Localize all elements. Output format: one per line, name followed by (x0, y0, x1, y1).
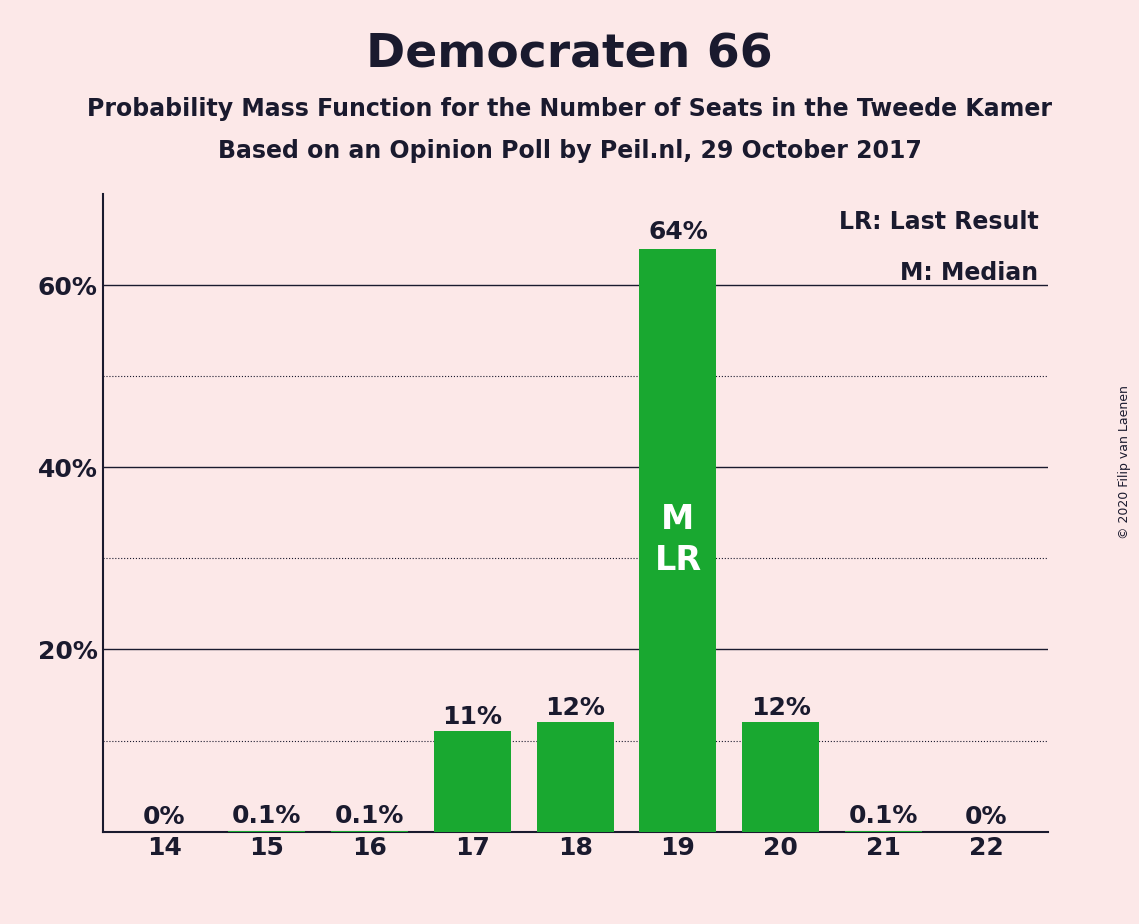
Text: 12%: 12% (751, 696, 811, 720)
Text: 0%: 0% (965, 805, 1008, 829)
Text: 11%: 11% (442, 705, 502, 729)
Bar (639, 249, 716, 832)
Text: 0.1%: 0.1% (335, 804, 404, 828)
Text: Democraten 66: Democraten 66 (366, 32, 773, 78)
Text: M: Median: M: Median (900, 261, 1039, 285)
Bar (743, 723, 819, 832)
Text: 0.1%: 0.1% (232, 804, 302, 828)
Text: 0.1%: 0.1% (849, 804, 918, 828)
Text: 0%: 0% (142, 805, 186, 829)
Text: Probability Mass Function for the Number of Seats in the Tweede Kamer: Probability Mass Function for the Number… (87, 97, 1052, 121)
Text: Based on an Opinion Poll by Peil.nl, 29 October 2017: Based on an Opinion Poll by Peil.nl, 29 … (218, 139, 921, 163)
Bar (434, 732, 511, 832)
Text: 64%: 64% (648, 220, 707, 244)
Text: M
LR: M LR (655, 504, 702, 578)
Text: © 2020 Filip van Laenen: © 2020 Filip van Laenen (1118, 385, 1131, 539)
Text: LR: Last Result: LR: Last Result (838, 210, 1039, 234)
Bar (536, 723, 614, 832)
Text: 12%: 12% (546, 696, 605, 720)
